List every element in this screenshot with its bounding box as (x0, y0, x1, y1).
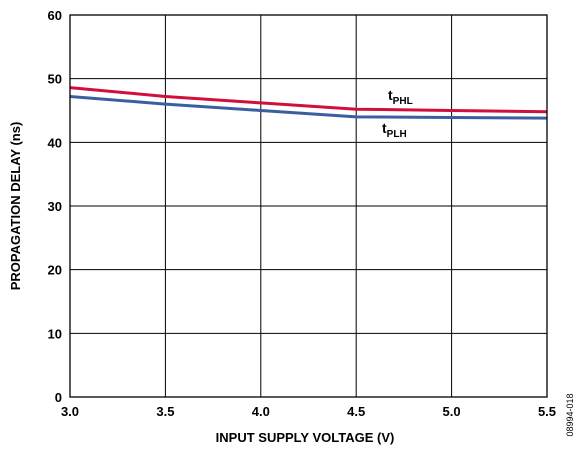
x-tick-label: 5.0 (443, 404, 461, 419)
x-axis-label: INPUT SUPPLY VOLTAGE (V) (216, 430, 395, 445)
x-tick-label: 3.0 (61, 404, 79, 419)
plot-area-frame (69, 14, 548, 398)
y-tick-label: 30 (48, 199, 62, 214)
figure-id: 08994-018 (565, 393, 575, 436)
series-label-tphl: tPHL (388, 87, 413, 107)
x-tick-label: 5.5 (538, 404, 556, 419)
y-tick-label: 10 (48, 326, 62, 341)
x-tick-label: 3.5 (156, 404, 174, 419)
tick-labels: 3.0 3.5 4.0 4.5 5.0 5.5 0 10 20 30 40 50 60 (48, 8, 557, 419)
series-label-tplh: tPLH (382, 120, 407, 140)
series-line-phl (69, 86, 548, 114)
series-line-plh (69, 95, 548, 120)
y-axis-label: PROPAGATION DELAY (ns) (8, 122, 23, 291)
grid-lines (70, 15, 547, 397)
x-tick-label: 4.0 (252, 404, 270, 419)
x-tick-label: 4.5 (347, 404, 365, 419)
y-tick-label: 40 (48, 135, 62, 150)
y-tick-label: 20 (48, 263, 62, 278)
y-tick-label: 50 (48, 72, 62, 87)
y-tick-label: 0 (55, 390, 62, 405)
series-lines (69, 86, 548, 120)
y-tick-label: 60 (48, 8, 62, 23)
